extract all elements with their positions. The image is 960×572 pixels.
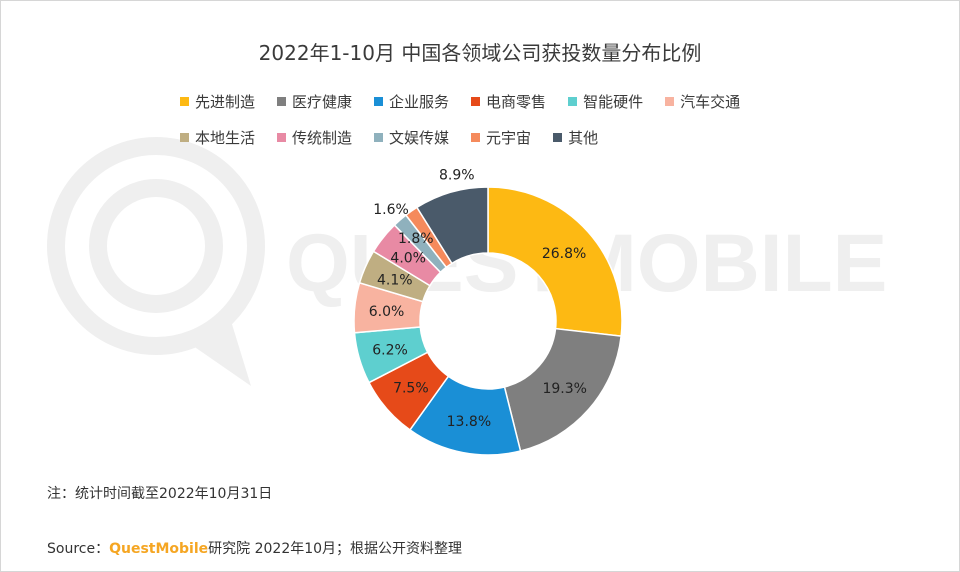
legend-label: 医疗健康 [292, 92, 353, 111]
legend-row: 本地生活 传统制造 文娱传媒 元宇宙 其他 [180, 126, 620, 148]
legend-row: 先进制造 医疗健康 企业服务 电商零售 智能硬件 汽车交通 [180, 90, 762, 112]
slice-label: 8.9% [439, 167, 475, 183]
legend-swatch [471, 96, 481, 106]
donut-slice [503, 327, 622, 452]
legend-swatch [374, 132, 384, 142]
legend-swatch [180, 132, 189, 142]
legend-swatch [277, 96, 287, 106]
source-rest: 研究院 2022年10月；根据公开资料整理 [208, 541, 463, 557]
legend-label: 企业服务 [389, 92, 450, 111]
slice-label: 1.6% [373, 202, 409, 218]
slice-label: 19.3% [542, 381, 586, 397]
legend-item: 元宇宙 [471, 127, 531, 148]
chart-title: 2022年1-10月 中国各领域公司获投数量分布比例 [258, 41, 702, 65]
legend-swatch [471, 132, 481, 142]
legend-item: 其他 [553, 127, 598, 148]
legend-swatch [553, 132, 563, 142]
legend-item: 本地生活 [180, 127, 255, 148]
slice-label: 7.5% [393, 381, 429, 397]
legend-label: 汽车交通 [680, 92, 741, 111]
legend-label: 智能硬件 [583, 92, 644, 111]
legend-label: 先进制造 [195, 92, 256, 111]
slice-label: 13.8% [447, 414, 491, 430]
slice-label: 4.0% [390, 250, 426, 266]
legend-item: 传统制造 [277, 127, 352, 148]
slice-label: 4.1% [377, 273, 413, 289]
slice-label: 1.8% [398, 231, 434, 247]
legend-item: 电商零售 [471, 91, 546, 112]
source-line: Source：QuestMobile研究院 2022年10月；根据公开资料整理 [47, 538, 462, 558]
legend-item: 文娱传媒 [374, 127, 449, 148]
legend-item: 先进制造 [180, 91, 255, 112]
legend-swatch [568, 96, 578, 106]
legend-swatch [180, 96, 189, 106]
legend-item: 智能硬件 [568, 91, 643, 112]
slice-label: 6.0% [369, 304, 405, 320]
donut-slice [487, 186, 623, 337]
legend-label: 文娱传媒 [389, 128, 450, 147]
legend-item: 企业服务 [374, 91, 449, 112]
source-brand: QuestMobile [109, 541, 209, 557]
slice-label: 6.2% [372, 342, 408, 358]
footnote: 注：统计时间截至2022年10月31日 [47, 486, 273, 502]
donut-slice [415, 186, 489, 265]
legend-label: 其他 [568, 128, 599, 147]
legend-item: 汽车交通 [665, 91, 740, 112]
legend-label: 本地生活 [195, 128, 256, 147]
legend-label: 电商零售 [486, 92, 547, 111]
source-prefix: Source： [47, 541, 110, 557]
legend-item: 医疗健康 [277, 91, 352, 112]
slice-label: 26.8% [542, 246, 586, 262]
legend-swatch [277, 132, 287, 142]
legend-swatch [374, 96, 384, 106]
legend-swatch [665, 96, 675, 106]
legend-label: 元宇宙 [486, 128, 532, 147]
legend-label: 传统制造 [292, 128, 353, 147]
